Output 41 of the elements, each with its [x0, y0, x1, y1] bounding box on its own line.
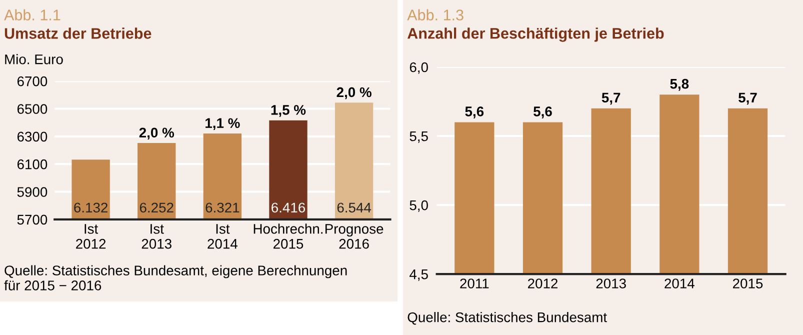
y-tick-label: 5,5: [410, 131, 428, 143]
x-tick-label: 2011: [460, 278, 489, 288]
y-tick-label: 6100: [17, 159, 48, 170]
x-tick-label: 2015: [733, 278, 763, 288]
annotation: 1,1 %: [206, 118, 240, 130]
chart-subtitle: Abb. 1.1: [4, 9, 60, 20]
data-label: 6.132: [74, 202, 108, 213]
source-note: Quelle: Statistisches Bundesamt: [408, 312, 607, 325]
data-label: 6.416: [272, 202, 306, 213]
y-tick-label: 5700: [17, 214, 48, 225]
x-tick-label: Ist 2013: [142, 224, 172, 249]
chart-title: Anzahl der Beschäftigten je Betrieb: [408, 28, 664, 42]
data-label: 5,6: [465, 106, 484, 118]
x-tick-label: 2013: [596, 278, 626, 288]
y-axis-title: Mio. Euro: [5, 54, 63, 64]
data-label: 5,7: [602, 92, 620, 105]
source-note: Quelle: Statistisches Bundesamt, eigene Berechnungen für 2015 − 2016: [4, 265, 347, 290]
annotation: 2,0 %: [336, 87, 372, 100]
x-tick-label: Prognose 2016: [325, 224, 384, 249]
data-label: 5,8: [670, 78, 689, 91]
x-tick-label: 2012: [528, 278, 558, 288]
y-tick-label: 4,5: [410, 270, 428, 281]
chart-title: Umsatz der Betriebe: [4, 28, 152, 39]
y-tick-label: 5900: [17, 187, 48, 197]
x-tick-label: Hochrechn. 2015: [254, 224, 322, 249]
annotation: 1,5 %: [271, 105, 306, 117]
data-label: 6.252: [140, 202, 174, 213]
x-tick-label: Ist 2012: [76, 224, 106, 249]
y-tick-label: 6700: [17, 76, 48, 86]
data-label: 5,7: [738, 92, 757, 105]
x-tick-label: 2014: [664, 278, 694, 288]
y-tick-label: 6,0: [410, 62, 428, 74]
data-label: 5,6: [534, 106, 552, 118]
annotation: 2,0 %: [139, 128, 174, 140]
y-tick-label: 6500: [17, 104, 48, 114]
data-label: 6.544: [337, 202, 372, 213]
x-tick-label: Ist 2014: [208, 224, 238, 249]
y-tick-label: 5,0: [410, 200, 428, 212]
chart-subtitle: Abb. 1.3: [407, 9, 464, 20]
y-tick-label: 6300: [17, 132, 48, 142]
data-label: 6.321: [206, 202, 240, 213]
